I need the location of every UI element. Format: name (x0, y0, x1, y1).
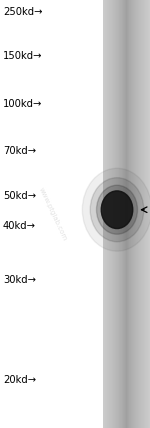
Bar (147, 0, 148, 428)
Bar (139, 0, 140, 428)
Bar (148, 0, 149, 428)
Bar (120, 0, 121, 428)
Text: 150kd→: 150kd→ (3, 51, 42, 61)
Bar (105, 0, 106, 428)
Text: 50kd→: 50kd→ (3, 191, 36, 201)
Bar (125, 0, 126, 428)
Bar (118, 0, 119, 428)
Bar (128, 0, 129, 428)
Bar (129, 0, 130, 428)
Bar (146, 0, 147, 428)
Bar (135, 0, 136, 428)
Text: 30kd→: 30kd→ (3, 275, 36, 285)
Bar (140, 0, 141, 428)
Bar (106, 0, 107, 428)
Bar (103, 0, 104, 428)
Bar (138, 0, 139, 428)
Bar (110, 0, 111, 428)
Bar (115, 0, 116, 428)
Text: www.ptglab.com: www.ptglab.com (38, 186, 68, 242)
Bar (133, 0, 134, 428)
Bar (136, 0, 137, 428)
Bar (139, 0, 140, 428)
Bar (131, 0, 132, 428)
Text: 250kd→: 250kd→ (3, 7, 42, 17)
Bar (109, 0, 110, 428)
Bar (142, 0, 143, 428)
Bar (144, 0, 145, 428)
Text: 20kd→: 20kd→ (3, 374, 36, 385)
Bar (104, 0, 105, 428)
Bar (112, 0, 113, 428)
Ellipse shape (90, 178, 144, 242)
Bar (119, 0, 120, 428)
Bar (114, 0, 115, 428)
Bar (126, 0, 127, 428)
Bar (116, 0, 117, 428)
Bar (145, 0, 146, 428)
Bar (134, 0, 135, 428)
Bar (116, 0, 117, 428)
Bar (111, 0, 112, 428)
Bar (117, 0, 118, 428)
Bar (143, 0, 144, 428)
Ellipse shape (82, 168, 150, 251)
Bar (124, 0, 125, 428)
Bar (149, 0, 150, 428)
Bar (120, 0, 121, 428)
Bar (141, 0, 142, 428)
Bar (110, 0, 111, 428)
Text: 70kd→: 70kd→ (3, 146, 36, 156)
Bar (123, 0, 124, 428)
Bar (137, 0, 138, 428)
Bar (121, 0, 122, 428)
Ellipse shape (101, 191, 133, 229)
Bar (127, 0, 128, 428)
Bar (122, 0, 123, 428)
Bar (103, 0, 104, 428)
Bar (132, 0, 133, 428)
Bar (113, 0, 114, 428)
Bar (113, 0, 114, 428)
Bar (107, 0, 108, 428)
Bar (123, 0, 124, 428)
Bar (117, 0, 118, 428)
Bar (146, 0, 147, 428)
Text: 100kd→: 100kd→ (3, 99, 42, 109)
Text: 40kd→: 40kd→ (3, 221, 36, 231)
Bar (108, 0, 109, 428)
Ellipse shape (97, 185, 137, 234)
Bar (149, 0, 150, 428)
Bar (126, 0, 127, 428)
Bar (130, 0, 131, 428)
Bar (130, 0, 131, 428)
